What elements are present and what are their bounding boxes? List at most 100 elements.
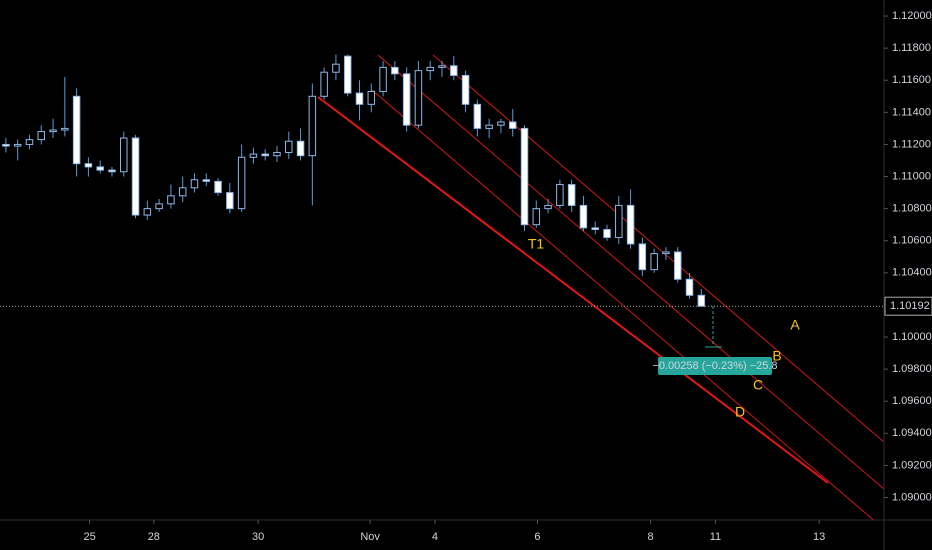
candle-body	[202, 179, 211, 182]
candle-body	[226, 192, 234, 210]
y-tick-label: 1.10000	[892, 331, 932, 343]
candle-body	[567, 184, 576, 206]
candle-body	[603, 229, 611, 239]
annotation: C	[753, 377, 763, 393]
y-tick-label: 1.12000	[892, 10, 932, 22]
candle-body	[214, 180, 222, 194]
candle-body	[426, 66, 434, 72]
candle-body	[178, 187, 187, 197]
candle-body	[72, 95, 81, 165]
x-tick-label: 13	[813, 531, 825, 543]
candle-body	[96, 166, 104, 171]
y-tick-label: 1.09200	[892, 459, 932, 471]
candle-body	[697, 294, 706, 307]
candle-body	[285, 140, 293, 153]
measure-box	[658, 357, 772, 375]
x-tick-label: 28	[148, 531, 160, 543]
candle-body	[638, 243, 647, 271]
x-tick-label: Nov	[360, 531, 380, 543]
x-tick-label: 4	[432, 531, 438, 543]
candle-body	[2, 143, 10, 147]
candle-body	[49, 129, 57, 133]
candle-body	[532, 208, 541, 226]
candle-body	[37, 131, 45, 141]
x-tick-label: 11	[710, 531, 721, 543]
candle-body	[520, 127, 529, 226]
candle-body	[685, 278, 694, 296]
candle-body	[485, 124, 493, 129]
x-tick-label: 6	[534, 531, 540, 543]
x-tick-label: 8	[648, 531, 654, 543]
candle-body	[249, 153, 258, 158]
candle-body	[84, 163, 93, 168]
candle-body	[414, 70, 423, 126]
candle-body	[61, 127, 69, 131]
candle-body	[13, 143, 22, 147]
last-price-label: 1.10192	[890, 300, 930, 312]
candle-body	[402, 73, 411, 126]
y-tick-label: 1.09400	[892, 427, 932, 439]
candle-body	[544, 204, 552, 210]
candle-body	[626, 204, 635, 245]
measure-label: −0.00258 (−0.23%) −25.8	[652, 360, 777, 372]
channel-line	[432, 54, 884, 443]
candle-body	[155, 203, 163, 210]
channel-line	[377, 54, 884, 490]
candle-body	[355, 92, 364, 105]
candle-body	[438, 65, 446, 68]
candle-body	[131, 137, 140, 216]
y-tick-label: 1.11000	[892, 170, 931, 182]
candle-body	[461, 74, 470, 105]
candle-body	[497, 121, 505, 126]
candle-body	[332, 63, 340, 73]
candle-body	[343, 55, 352, 94]
candle-body	[579, 204, 588, 229]
annotation: A	[790, 317, 800, 333]
candle-body	[108, 169, 116, 173]
candle-body	[320, 71, 328, 97]
candle-body	[591, 227, 599, 231]
candle-body	[296, 140, 305, 157]
y-tick-label: 1.11600	[892, 74, 931, 86]
candle-body	[273, 151, 281, 157]
candle-body	[556, 184, 564, 206]
y-tick-label: 1.09800	[892, 363, 932, 375]
y-tick-label: 1.11400	[892, 106, 931, 118]
candle-body	[190, 179, 199, 189]
y-tick-label: 1.11200	[892, 138, 931, 150]
x-tick-label: 25	[83, 531, 95, 543]
candle-body	[25, 139, 34, 145]
candle-body	[379, 66, 387, 92]
candle-body	[237, 156, 246, 210]
annotation: D	[735, 404, 745, 420]
candle-body	[450, 65, 458, 76]
candle-body	[662, 251, 670, 255]
last-price-tag	[884, 296, 932, 316]
candle-body	[473, 103, 482, 129]
candle-body	[615, 204, 623, 239]
candle-body	[391, 66, 399, 75]
annotation: T1	[528, 236, 545, 252]
candles	[2, 54, 706, 307]
candle-body	[261, 153, 269, 157]
candle-body	[508, 121, 517, 129]
y-tick-label: 1.10800	[892, 203, 932, 215]
x-tick-label: 30	[252, 531, 264, 543]
candle-body	[120, 137, 128, 173]
channel-lines	[317, 54, 884, 520]
candle-body	[367, 90, 376, 105]
y-tick-label: 1.10600	[892, 235, 932, 247]
candle-body	[308, 95, 317, 157]
candle-body	[167, 195, 175, 205]
candle-body	[143, 208, 152, 216]
y-tick-label: 1.10400	[892, 267, 932, 279]
y-tick-label: 1.11800	[892, 42, 931, 54]
channel-line	[371, 89, 875, 520]
annotation: B	[772, 348, 781, 364]
candle-body	[650, 253, 658, 271]
y-tick-label: 1.09600	[892, 395, 932, 407]
candle-body	[673, 251, 682, 280]
y-tick-label: 1.09000	[892, 491, 932, 503]
channel-line	[317, 96, 829, 484]
